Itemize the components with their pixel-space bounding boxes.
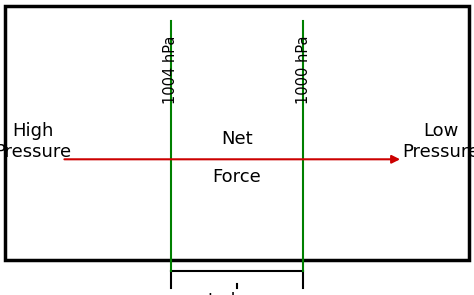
Text: Force: Force <box>213 168 261 186</box>
Text: 1000 hPa: 1000 hPa <box>296 35 311 104</box>
Text: Low
Pressure: Low Pressure <box>402 122 474 161</box>
Text: 1004 hPa: 1004 hPa <box>163 35 178 104</box>
Text: Net: Net <box>221 130 253 148</box>
Text: High
Pressure: High Pressure <box>0 122 72 161</box>
Bar <box>5 6 469 260</box>
Text: Isobars: Isobars <box>207 292 267 295</box>
